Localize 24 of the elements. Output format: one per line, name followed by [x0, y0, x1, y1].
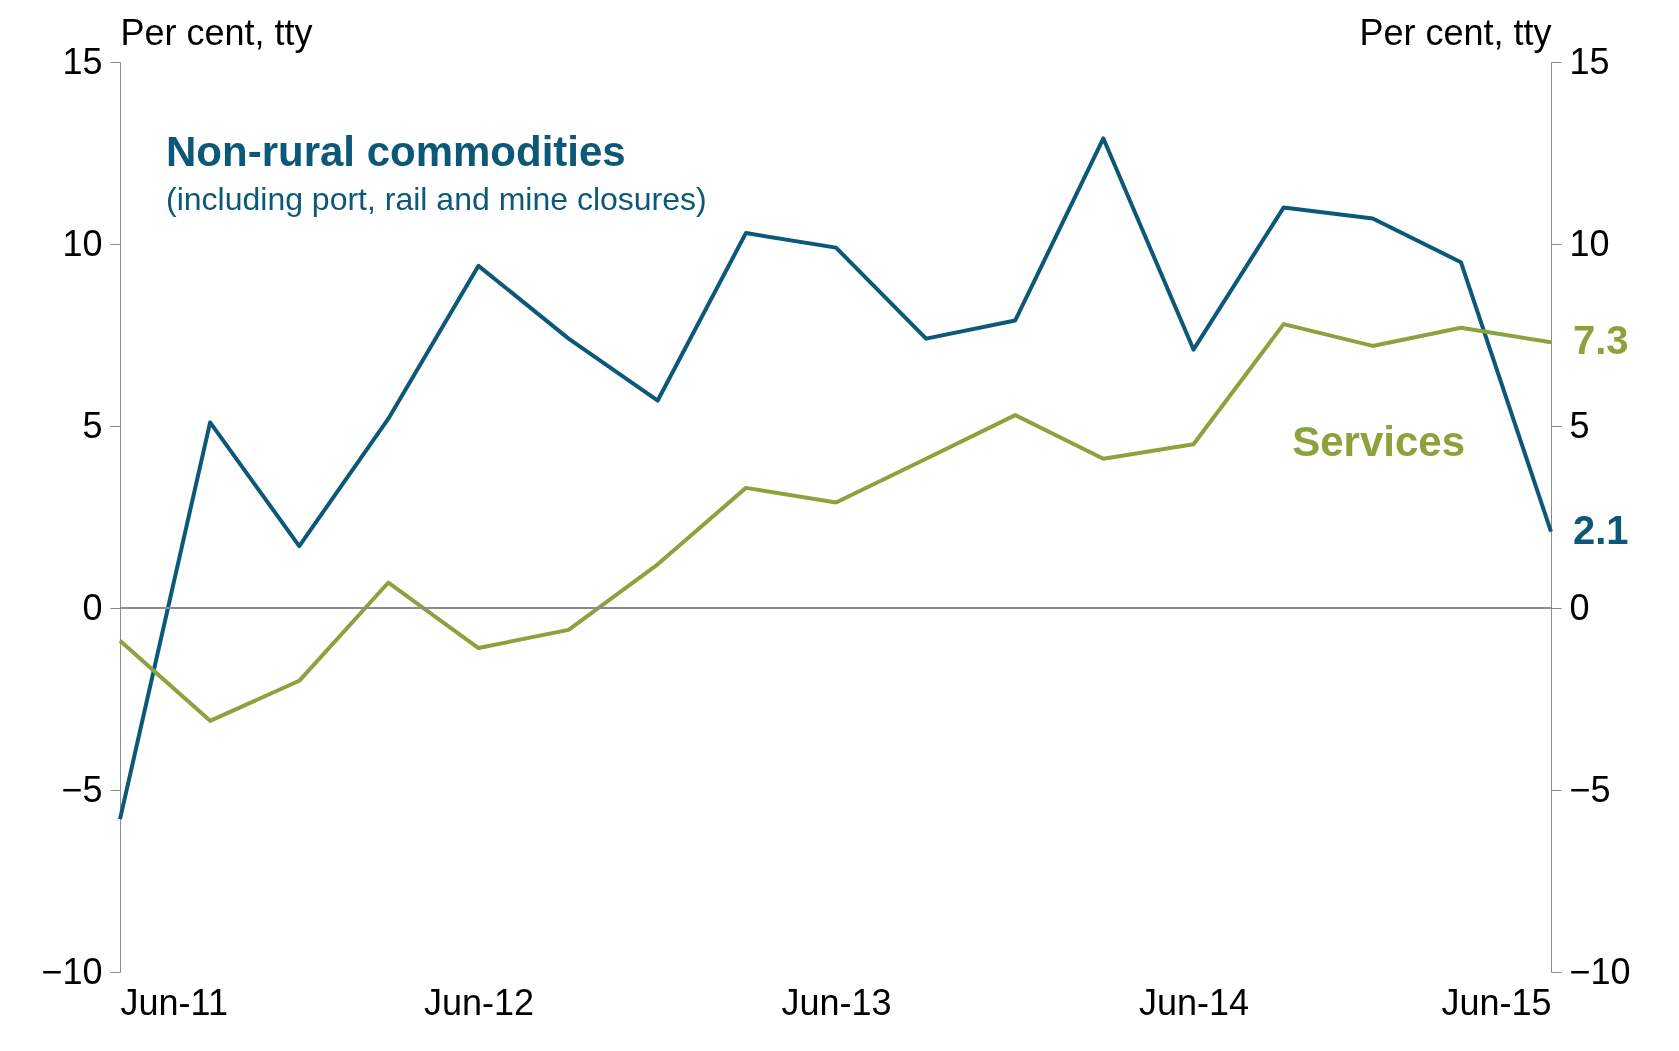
y2-tick-label: −5: [1569, 768, 1611, 810]
y-axis-title: Per cent, tty: [120, 11, 313, 53]
annotation: (including port, rail and mine closures): [166, 181, 707, 217]
y-tick-label: −5: [61, 768, 103, 810]
y2-tick-label: 0: [1569, 586, 1590, 628]
x-tick-label: Jun-11: [120, 981, 228, 1023]
x-tick-label: Jun-13: [781, 981, 892, 1023]
text: Non-rural commodities: [166, 128, 626, 175]
y-tick-label: 0: [82, 586, 103, 628]
y2-axis-title: Per cent, tty: [1359, 11, 1552, 53]
y2-tick-label: 15: [1569, 40, 1610, 82]
y2-tick-label: 10: [1569, 222, 1610, 264]
series-label: Services: [1292, 418, 1465, 465]
x-tick-label: Jun-12: [423, 981, 535, 1023]
x-tick-label: Jun-15: [1441, 981, 1552, 1023]
y-tick-label: 15: [62, 40, 103, 82]
data-label: 7.3: [1573, 318, 1629, 363]
x-tick-label: Jun-14: [1138, 981, 1250, 1023]
y-tick-label: 5: [82, 404, 103, 446]
data-label: 2.1: [1573, 507, 1629, 552]
y-tick-label: −10: [41, 950, 103, 992]
y2-tick-label: −10: [1569, 950, 1631, 992]
y-tick-label: 10: [62, 222, 103, 264]
y2-tick-label: 5: [1569, 404, 1590, 446]
